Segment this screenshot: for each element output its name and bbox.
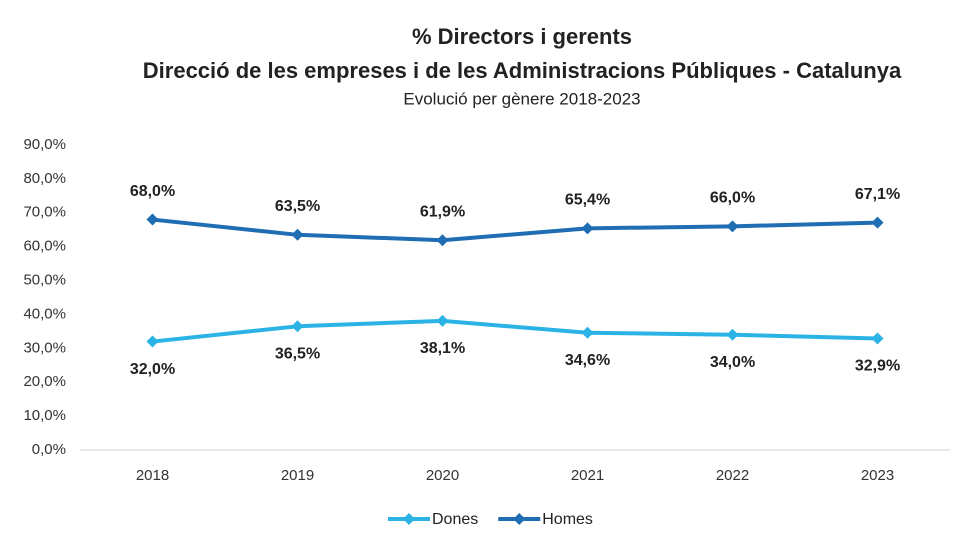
marker: [146, 213, 159, 226]
legend-label: Homes: [542, 511, 593, 528]
marker: [581, 326, 594, 339]
marker: [291, 228, 304, 241]
x-tick-label: 2023: [861, 467, 894, 484]
data-label: 32,9%: [855, 358, 900, 375]
data-label: 34,6%: [565, 352, 610, 369]
data-label: 34,0%: [710, 354, 755, 371]
data-label: 32,0%: [130, 361, 175, 378]
data-label: 68,0%: [130, 183, 175, 200]
data-label: 63,5%: [275, 198, 320, 215]
chart-title: % Directors i gerents: [412, 24, 632, 49]
data-label: 65,4%: [565, 192, 610, 209]
data-label: 36,5%: [275, 346, 320, 363]
legend-marker: [513, 513, 526, 525]
marker: [871, 332, 884, 345]
chart-subtitle: Evolució per gènere 2018-2023: [403, 89, 640, 108]
x-tick-label: 2018: [136, 467, 169, 484]
legend-marker: [403, 513, 415, 525]
y-tick-label: 50,0%: [23, 272, 66, 289]
marker: [436, 314, 449, 327]
marker: [291, 320, 304, 333]
y-tick-label: 80,0%: [23, 170, 66, 187]
data-label: 66,0%: [710, 190, 755, 207]
y-tick-label: 0,0%: [32, 441, 66, 458]
series-line: [152, 318, 878, 344]
y-tick-label: 10,0%: [23, 407, 66, 424]
data-label: 38,1%: [420, 340, 465, 357]
y-tick-label: 20,0%: [23, 373, 66, 390]
marker: [871, 216, 884, 229]
y-tick-label: 70,0%: [23, 204, 66, 221]
marker: [726, 220, 739, 233]
x-tick-label: 2022: [716, 467, 749, 484]
data-label: 61,9%: [420, 203, 465, 220]
x-tick-label: 2019: [281, 467, 314, 484]
chart-title: Direcció de les empreses i de les Admini…: [143, 58, 902, 83]
y-tick-label: 40,0%: [23, 305, 66, 322]
legend-label: Dones: [432, 511, 478, 528]
series-line: [152, 217, 878, 243]
x-tick-label: 2020: [426, 467, 459, 484]
marker: [581, 222, 594, 235]
x-tick-label: 2021: [571, 467, 604, 484]
data-label: 67,1%: [855, 186, 900, 203]
marker: [146, 335, 159, 348]
marker: [726, 328, 739, 341]
marker: [436, 234, 449, 247]
y-tick-label: 30,0%: [23, 339, 66, 356]
y-tick-label: 60,0%: [23, 238, 66, 255]
y-tick-label: 90,0%: [23, 136, 66, 153]
